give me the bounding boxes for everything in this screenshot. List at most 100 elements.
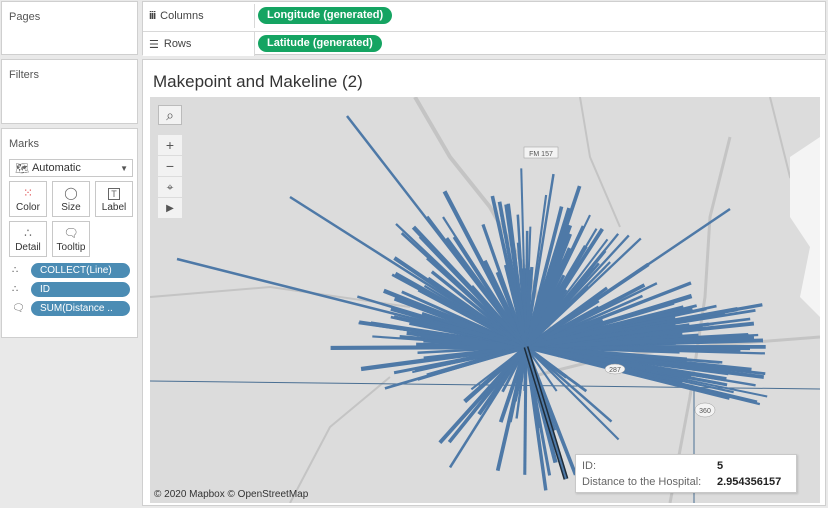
longitude-pill[interactable]: Longitude (generated) — [258, 7, 393, 24]
makeline-path[interactable] — [524, 185, 582, 348]
size-button[interactable]: ◯ Size — [52, 181, 90, 217]
makeline-path[interactable] — [524, 227, 604, 349]
field-collect-line[interactable]: ∴ COLLECT(Line) — [12, 263, 137, 279]
detail-button[interactable]: ∴ Detail — [9, 221, 47, 257]
makeline-path[interactable] — [525, 214, 591, 348]
detail-icon: ∴ — [12, 265, 19, 276]
road-label-287: 287 — [604, 363, 626, 375]
makeline-lines[interactable] — [176, 115, 768, 491]
label-label: Label — [101, 202, 127, 213]
rows-shelf[interactable]: ☰ Rows Latitude (generated) — [143, 31, 827, 56]
field-pill[interactable]: ID — [31, 282, 130, 297]
tooltip-distance-value: 2.954356157 — [717, 476, 782, 488]
makeline-path[interactable] — [525, 324, 623, 350]
pages-shelf[interactable]: Pages — [1, 1, 138, 55]
makeline-path[interactable] — [524, 284, 589, 349]
makeline-path[interactable] — [525, 345, 723, 364]
worksheet: Makepoint and Makeline (2) FM 157 — [142, 59, 826, 506]
makeline-path[interactable] — [330, 344, 527, 351]
makeline-path[interactable] — [525, 346, 558, 392]
road-label-text: 287 — [609, 367, 621, 374]
map-mark-icon: 🗺 — [15, 162, 29, 175]
sheet-title: Makepoint and Makeline (2) — [153, 72, 363, 91]
road-label-360: 360 — [694, 402, 716, 418]
tooltip-id-label: ID: — [582, 460, 597, 472]
color-dots-icon: ⁙ — [22, 186, 34, 200]
makeline-path[interactable] — [470, 346, 527, 391]
tooltip-distance-row: Distance to the Hospital: — [582, 476, 701, 490]
makeline-path[interactable] — [525, 207, 731, 349]
makeline-path[interactable] — [289, 195, 527, 349]
map-view[interactable]: FM 157 287 360 ⌕ + − ⌖ ▶ © 2020 Mapbox ©… — [150, 97, 820, 503]
tooltip-button[interactable]: 🗨 Tooltip — [52, 221, 90, 257]
makeline-path[interactable] — [520, 168, 528, 348]
rows-drop-area[interactable]: Latitude (generated) — [255, 32, 827, 56]
tooltip-id-value: 5 — [717, 460, 724, 472]
marks-title: Marks — [9, 138, 39, 150]
makeline-path[interactable] — [452, 235, 528, 349]
road-label-text: FM 157 — [529, 151, 553, 158]
field-pill[interactable]: SUM(Distance .. — [31, 301, 130, 316]
columns-drop-area[interactable]: Longitude (generated) — [255, 4, 827, 28]
makeline-path[interactable] — [426, 344, 527, 378]
mark-type-dropdown[interactable]: 🗺 Automatic ▼ — [9, 159, 133, 177]
tooltip-distance-label: Distance to the Hospital: — [582, 476, 702, 488]
color-button[interactable]: ⁙ Color — [9, 181, 47, 217]
mark-type-value: Automatic — [31, 162, 81, 174]
columns-icon: iii — [149, 10, 156, 22]
makeline-path[interactable] — [512, 346, 528, 402]
map-canvas[interactable]: FM 157 287 360 — [150, 97, 820, 503]
makeline-path[interactable] — [438, 345, 528, 444]
makeline-path[interactable] — [346, 115, 527, 348]
makeline-path[interactable] — [524, 346, 548, 491]
size-icon: ◯ — [64, 186, 78, 200]
columns-shelf[interactable]: iii Columns Longitude (generated) — [143, 4, 827, 28]
field-sum-distance[interactable]: 🗨 SUM(Distance .. — [12, 301, 137, 317]
makeline-path[interactable] — [391, 273, 527, 349]
columns-label: Columns — [160, 10, 204, 22]
rows-label: Rows — [163, 38, 192, 50]
columns-label-box: iii Columns — [143, 4, 255, 28]
makeline-path[interactable] — [393, 296, 527, 350]
pages-title: Pages — [9, 11, 41, 23]
tooltip-popup: ID: 5 Distance to the Hospital: 2.954356… — [575, 454, 797, 493]
rows-icon: ☰ — [149, 38, 159, 51]
highlighted-line-core — [525, 346, 567, 480]
detail-label: Detail — [15, 242, 41, 253]
field-pill[interactable]: COLLECT(Line) — [31, 263, 130, 278]
chevron-down-icon: ▼ — [120, 163, 128, 173]
makeline-path[interactable] — [525, 283, 646, 349]
tooltip-icon: 🗨 — [12, 303, 25, 314]
map-attribution[interactable]: © 2020 Mapbox © OpenStreetMap — [154, 489, 309, 500]
makeline-path[interactable] — [525, 233, 620, 348]
shelves: iii Columns Longitude (generated) ☰ Rows… — [142, 1, 827, 56]
pin-icon[interactable]: ⌖ — [158, 177, 182, 197]
rows-label-box: ☰ Rows — [143, 32, 255, 56]
label-button[interactable]: T Label — [95, 181, 133, 217]
makeline-path[interactable] — [525, 336, 718, 350]
makeline-path[interactable] — [481, 223, 528, 348]
makeline-path[interactable] — [176, 257, 527, 349]
makeline-path[interactable] — [525, 346, 620, 441]
zoom-in-icon[interactable]: + — [158, 135, 182, 155]
makeline-path[interactable] — [418, 235, 528, 349]
marks-card: Marks 🗺 Automatic ▼ ⁙ Color ◯ Size T Lab… — [1, 128, 138, 338]
latitude-pill[interactable]: Latitude (generated) — [258, 35, 382, 52]
makeline-path[interactable] — [525, 345, 692, 378]
makeline-path[interactable] — [490, 195, 528, 348]
label-icon: T — [108, 188, 120, 200]
road-label-fm157: FM 157 — [523, 146, 559, 159]
field-id[interactable]: ∴ ID — [12, 282, 137, 298]
filters-shelf[interactable]: Filters — [1, 59, 138, 124]
makeline-path[interactable] — [523, 346, 528, 475]
detail-icon: ∴ — [12, 284, 19, 295]
tooltip-icon: 🗨 — [63, 226, 79, 240]
tooltip-label: Tooltip — [56, 242, 86, 253]
filters-title: Filters — [9, 69, 39, 81]
size-label: Size — [61, 202, 81, 213]
play-icon[interactable]: ▶ — [158, 198, 182, 218]
makeline-path[interactable] — [525, 346, 613, 423]
search-icon[interactable]: ⌕ — [158, 105, 182, 125]
zoom-out-icon[interactable]: − — [158, 156, 182, 176]
makeline-path[interactable] — [442, 190, 528, 348]
